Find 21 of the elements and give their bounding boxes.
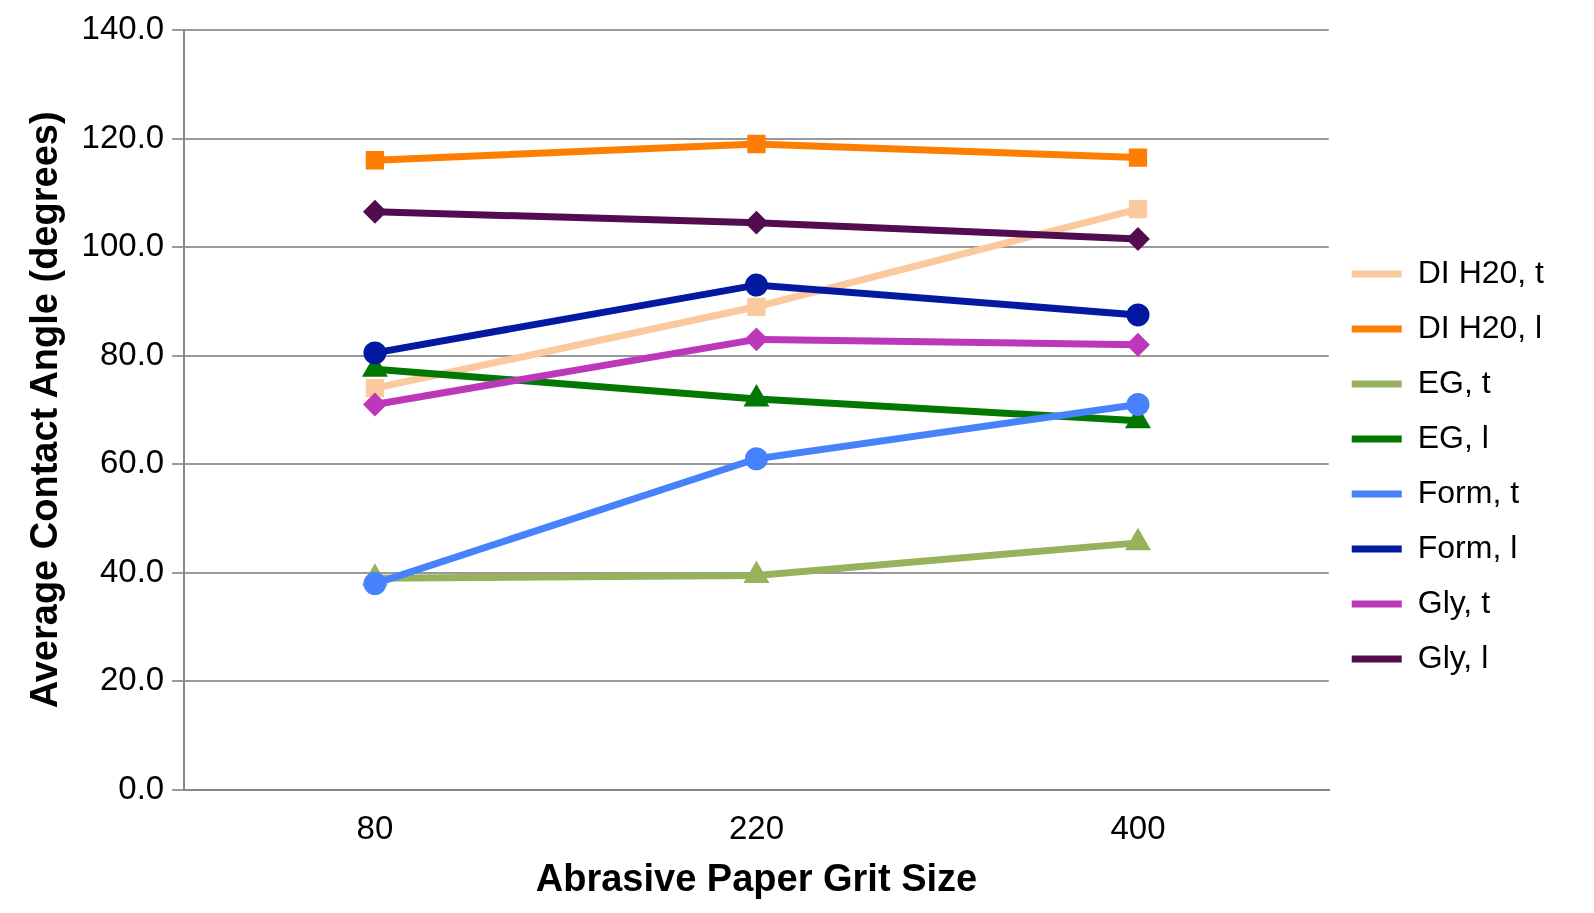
y-tick-label: 20.0 <box>99 660 165 698</box>
legend-label: Gly, l <box>1417 638 1489 675</box>
legend-label: Gly, t <box>1417 583 1491 620</box>
y-tick-label: 120.0 <box>81 117 165 155</box>
y-tick-label: 40.0 <box>99 551 165 589</box>
legend-label: EG, t <box>1417 363 1491 400</box>
y-tick-label: 0.0 <box>118 768 165 806</box>
legend-label: EG, l <box>1417 418 1489 455</box>
x-axis-title: Abrasive Paper Grit Size <box>535 856 978 899</box>
y-tick-label: 100.0 <box>81 226 165 264</box>
legend-label: DI H20, t <box>1417 253 1545 290</box>
legend-label: DI H20, l <box>1417 308 1543 345</box>
legend-label: Form, t <box>1417 473 1520 510</box>
x-tick-label: 400 <box>1110 808 1166 846</box>
y-tick-label: 80.0 <box>99 334 165 372</box>
x-tick-label: 220 <box>728 808 784 846</box>
x-tick-label: 80 <box>356 808 394 846</box>
y-axis-title: Average Contact Angle (degrees) <box>23 111 66 709</box>
legend-label: Form, l <box>1417 528 1518 565</box>
y-tick-label: 60.0 <box>99 443 165 481</box>
y-tick-label: 140.0 <box>81 9 165 47</box>
